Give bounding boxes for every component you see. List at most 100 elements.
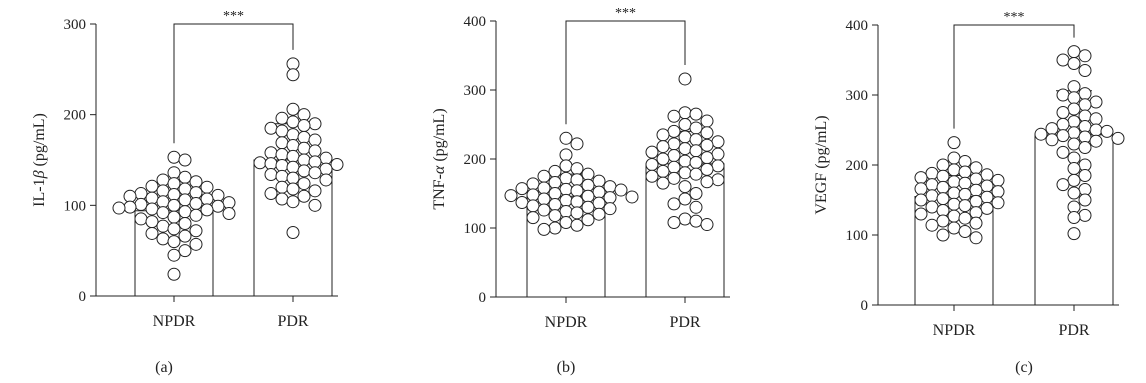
data-point <box>678 142 692 156</box>
y-tick-label: 200 <box>464 152 487 168</box>
data-point <box>297 119 311 133</box>
data-point <box>1089 95 1103 109</box>
data-point <box>1067 80 1081 94</box>
data-point <box>969 161 983 175</box>
data-point <box>275 136 289 150</box>
data-point <box>925 178 939 192</box>
data-point <box>1067 45 1081 59</box>
data-point <box>678 192 692 206</box>
data-point <box>958 199 972 213</box>
data-point <box>297 177 311 191</box>
data-point <box>570 218 584 232</box>
data-point <box>947 209 961 223</box>
data-point <box>1089 112 1103 126</box>
data-point <box>319 173 333 187</box>
data-point <box>656 164 670 178</box>
data-point <box>936 169 950 183</box>
y-tick-label: 100 <box>64 198 87 214</box>
data-point <box>123 200 137 214</box>
data-point <box>592 185 606 199</box>
data-point <box>178 205 192 219</box>
data-point <box>526 211 540 225</box>
data-point <box>504 189 518 203</box>
chart-panel-1: 0 100 200 300 IL-1β (pg/mL) NPDR PDR *** (a) <box>31 9 344 376</box>
data-point <box>134 187 148 201</box>
data-point <box>1078 87 1092 101</box>
data-point <box>286 128 300 142</box>
significance-bracket <box>565 20 686 125</box>
y-axis-label-greek: β <box>31 170 48 179</box>
data-point <box>969 183 983 197</box>
data-point <box>914 171 928 185</box>
data-point <box>537 203 551 217</box>
data-point <box>645 145 659 159</box>
category-label-npdr: NPDR <box>153 313 196 330</box>
data-point <box>603 191 617 205</box>
data-point <box>211 188 225 202</box>
data-point <box>711 147 725 161</box>
data-point <box>936 228 950 242</box>
data-point <box>1056 178 1070 192</box>
data-point <box>700 162 714 176</box>
y-tick-label: 400 <box>846 18 869 34</box>
data-point <box>1089 123 1103 137</box>
data-point <box>603 180 617 194</box>
data-point <box>958 165 972 179</box>
data-point <box>667 197 681 211</box>
data-point <box>656 128 670 142</box>
data-point <box>700 126 714 140</box>
data-point <box>925 218 939 232</box>
data-point <box>958 211 972 225</box>
significance-bracket <box>953 24 1075 129</box>
data-point <box>925 166 939 180</box>
panel-label: (b) <box>557 359 576 376</box>
data-point <box>297 130 311 144</box>
data-point <box>991 196 1005 210</box>
data-point <box>980 168 994 182</box>
data-point <box>178 182 192 196</box>
chart-panel-3: 0 100 200 300 400 VEGF (pg/mL) NPDR PDR *** (c) <box>813 10 1125 376</box>
data-point <box>178 170 192 184</box>
y-tick-label: 300 <box>464 83 487 99</box>
data-point <box>319 151 333 165</box>
data-point <box>275 124 289 138</box>
data-point <box>253 156 267 170</box>
data-point <box>200 192 214 206</box>
data-point <box>264 146 278 160</box>
data-point <box>1078 193 1092 207</box>
data-point <box>1078 169 1092 182</box>
data-point <box>145 215 159 229</box>
data-point <box>308 144 322 158</box>
data-point <box>275 180 289 194</box>
data-point <box>297 164 311 178</box>
data-point <box>1067 162 1081 175</box>
data-point <box>689 121 703 135</box>
data-point <box>1100 124 1114 138</box>
data-point <box>936 192 950 206</box>
data-point <box>581 167 595 181</box>
data-point <box>178 244 192 258</box>
data-point <box>656 176 670 190</box>
data-point <box>134 212 148 226</box>
data-point <box>614 183 628 197</box>
data-point <box>947 186 961 200</box>
chart-panel-2: 0 100 200 300 400 TNF-α (pg/mL) NPDR PDR *** (b) <box>431 6 730 376</box>
data-point <box>1067 91 1081 105</box>
data-point <box>1067 137 1081 151</box>
data-point <box>581 213 595 227</box>
data-point <box>1067 115 1081 129</box>
data-point <box>936 214 950 228</box>
data-point <box>689 167 703 181</box>
data-point <box>689 155 703 169</box>
data-point <box>167 187 181 201</box>
data-point <box>1078 141 1092 154</box>
data-point <box>286 115 300 129</box>
data-point <box>689 214 703 228</box>
y-tick-label: 400 <box>464 14 487 30</box>
data-point <box>156 173 170 187</box>
significance-bracket <box>173 23 294 144</box>
data-point <box>1067 173 1081 187</box>
data-point <box>189 197 203 211</box>
category-label-npdr: NPDR <box>933 322 976 339</box>
data-point <box>156 184 170 198</box>
